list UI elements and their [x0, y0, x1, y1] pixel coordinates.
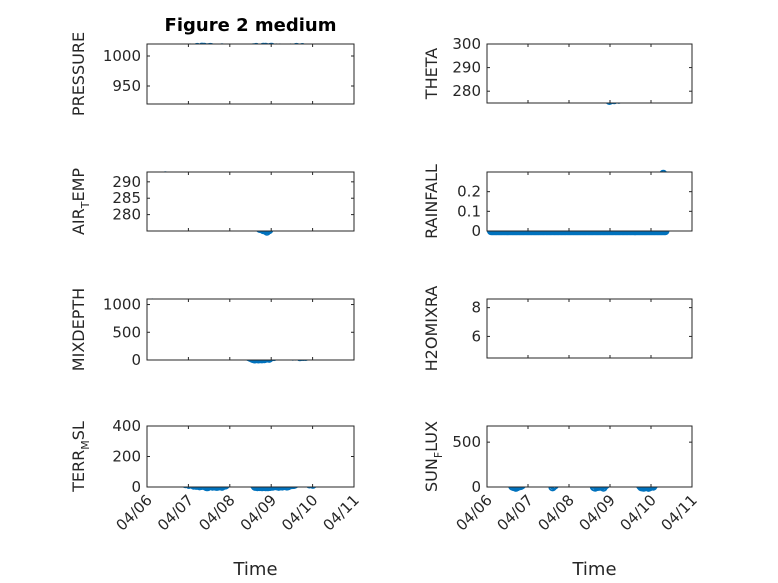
x-tick-label: 04/07 [154, 491, 197, 534]
axes-frame [146, 171, 355, 232]
y-axis-label: MIXDEPTH [69, 288, 88, 371]
x-tick-label: 04/07 [494, 491, 537, 534]
x-tick-label: 04/11 [320, 491, 363, 534]
y-tick-label: 400 [112, 417, 141, 435]
x-tick-label: 04/09 [237, 491, 280, 534]
chart-title: Figure 2 medium [165, 15, 337, 36]
axes-frame [486, 425, 693, 488]
y-label-main: SUN [422, 458, 441, 492]
y-axis-label: TERRMSL [69, 421, 92, 493]
subplot-theta: 280 290 300 THETA [422, 35, 693, 106]
y-tick-label: 0.1 [457, 202, 481, 220]
y-tick-label: 0 [131, 478, 141, 496]
y-tick-label: 280 [452, 82, 481, 100]
x-tick-label: 04/06 [453, 491, 496, 534]
subplot-mixdepth: 0 500 1000 MIXDEPTH [69, 288, 355, 371]
y-tick-label: 280 [112, 206, 141, 224]
y-tick-label: 1000 [103, 296, 141, 314]
y-axis-label: THETA [422, 48, 441, 100]
y-axis-label: SUNFLUX [422, 421, 445, 492]
x-tick-label: 04/11 [658, 491, 701, 534]
y-axis-label: RAINFALL [422, 164, 441, 239]
subplot-h2omixra: 6 8 H2OMIXRA [422, 286, 693, 372]
subplot-grid: 950 1000 PRESSURE Figure 2 medium 280 290 300 T… [69, 15, 701, 580]
x-tick-label: 04/10 [617, 491, 660, 534]
y-tick-label: 285 [112, 189, 141, 207]
y-tick-label: 500 [112, 323, 141, 341]
axes-frame [146, 298, 355, 361]
y-tick-label: 290 [452, 59, 481, 77]
y-axis-label: H2OMIXRA [422, 286, 441, 372]
y-label-rest: SL [69, 421, 88, 440]
y-tick-label: 290 [112, 173, 141, 191]
y-label-subscript: F [432, 452, 445, 458]
y-label-main: AIR [69, 208, 88, 235]
y-label-rest: LUX [422, 421, 441, 452]
subplot-pressure: 950 1000 PRESSURE Figure 2 medium [69, 15, 355, 116]
y-label-subscript: M [79, 440, 92, 450]
axes-frame [486, 298, 693, 359]
y-axis-label: PRESSURE [69, 32, 88, 116]
x-axis-label: Time [232, 559, 277, 580]
y-tick-label: 200 [112, 448, 141, 466]
y-tick-label: 6 [471, 327, 481, 345]
subplot-rainfall: 0 0.10.2 RAINFALL [422, 164, 693, 240]
y-tick-label: 0 [131, 351, 141, 369]
y-tick-label: 0.2 [457, 183, 481, 201]
y-label-rest: EMP [69, 168, 88, 202]
x-tick-label: 04/08 [535, 491, 578, 534]
axes-frame [486, 43, 693, 104]
x-axis-label: Time [571, 559, 616, 580]
y-tick-label: 300 [452, 35, 481, 53]
y-label-subscript: T [79, 201, 92, 209]
axes-frame [146, 425, 355, 488]
y-tick-label: 950 [112, 77, 141, 95]
axes-frame [146, 43, 355, 105]
x-tick-label: 04/10 [278, 491, 321, 534]
x-tick-label: 04/09 [576, 491, 619, 534]
x-tick-label: 04/06 [113, 491, 156, 534]
y-label-main: TERR [69, 450, 88, 493]
y-tick-label: 500 [452, 433, 481, 451]
y-tick-label: 0 [471, 222, 481, 240]
y-tick-label: 0 [471, 478, 481, 496]
y-axis-label: AIRTEMP [69, 168, 92, 235]
axes-frame [486, 171, 693, 232]
y-tick-label: 8 [471, 299, 481, 317]
x-tick-label: 04/08 [195, 491, 238, 534]
y-tick-label: 1000 [103, 47, 141, 65]
